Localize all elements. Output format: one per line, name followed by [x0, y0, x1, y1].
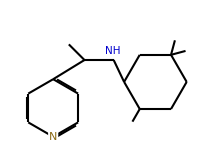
- Text: NH: NH: [105, 46, 120, 56]
- Text: N: N: [49, 132, 57, 142]
